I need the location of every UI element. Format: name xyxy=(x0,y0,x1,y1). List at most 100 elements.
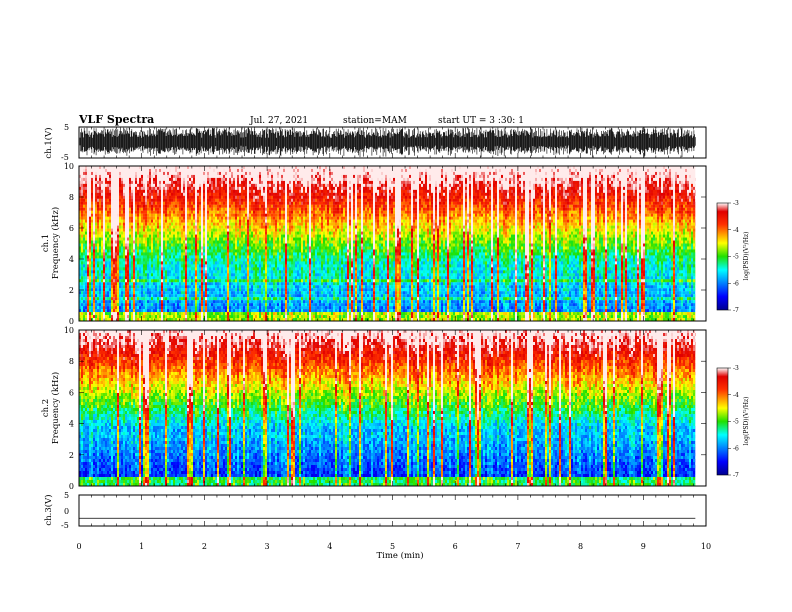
spectrogram-cell xyxy=(221,273,223,277)
spectrogram-cell xyxy=(103,261,105,265)
spectrogram-cell xyxy=(85,183,87,188)
spectrogram-cell xyxy=(211,177,213,182)
spectrogram-cell xyxy=(175,285,177,289)
spectrogram-cell xyxy=(109,231,111,235)
spectrogram-cell xyxy=(265,237,267,241)
spectrogram-cell xyxy=(157,309,159,313)
spectrogram-cell xyxy=(199,303,201,307)
spectrogram-cell xyxy=(151,291,153,295)
spectrogram-cell xyxy=(253,294,255,298)
spectrogram-cell xyxy=(257,180,259,185)
spectrogram-cell xyxy=(85,297,87,301)
spectrogram-cell xyxy=(249,207,251,211)
spectrogram-cell xyxy=(233,261,235,265)
spectrogram-cell xyxy=(149,252,151,256)
spectrogram-cell xyxy=(253,291,255,295)
spectrogram-cell xyxy=(147,258,149,262)
spectrogram-cell xyxy=(247,207,249,211)
spectrogram-cell xyxy=(93,228,95,232)
spectrogram-cell xyxy=(231,309,233,313)
spectrogram-cell xyxy=(217,186,219,190)
spectrogram-cell xyxy=(81,174,83,179)
spectrogram-cell xyxy=(133,234,135,238)
spectrogram-cell xyxy=(255,228,257,232)
spectrogram-cell xyxy=(141,294,143,298)
spectrogram-cell xyxy=(193,183,195,188)
spectrogram-cell xyxy=(83,195,85,199)
spectrogram-cell xyxy=(195,300,197,304)
spectrogram-cell xyxy=(103,294,105,298)
spectrogram-cell xyxy=(95,276,97,280)
spectrogram-cell xyxy=(195,282,197,286)
spectrogram-cell xyxy=(165,210,167,214)
spectrogram-cell xyxy=(237,306,239,310)
spectrogram-cell xyxy=(213,282,215,286)
spectrogram-cell xyxy=(205,273,207,277)
spectrogram-cell xyxy=(229,291,231,295)
spectrogram-cell xyxy=(251,240,253,244)
spectrogram-cell xyxy=(225,225,227,229)
spectrogram-cell xyxy=(259,309,261,313)
spectrogram-cell xyxy=(201,240,203,244)
spectrogram-cell xyxy=(83,252,85,256)
spectrogram-cell xyxy=(225,270,227,274)
spectrogram-cell xyxy=(245,249,247,253)
spectrogram-cell xyxy=(237,234,239,238)
spectrogram-cell xyxy=(213,264,215,268)
spectrogram-cell xyxy=(171,306,173,310)
spectrogram-cell xyxy=(177,273,179,277)
spectrogram-cell xyxy=(87,279,89,283)
spectrogram-cell xyxy=(255,297,257,301)
spectrogram-cell xyxy=(97,210,99,214)
spectrogram-cell xyxy=(115,177,117,182)
spectrogram-cell xyxy=(175,192,177,196)
spectrogram-cell xyxy=(113,276,115,280)
spectrogram-cell xyxy=(165,264,167,268)
spectrogram-cell xyxy=(243,180,245,185)
spectrogram-cell xyxy=(187,294,189,298)
spectrogram-cell xyxy=(89,210,91,214)
ch1-ytick-top: 5 xyxy=(64,123,69,132)
spectrogram-cell xyxy=(89,243,91,247)
spectrogram-cell xyxy=(187,237,189,241)
spectrogram-cell xyxy=(123,312,125,316)
spectrogram-cell xyxy=(189,279,191,283)
spectrogram-cell xyxy=(145,219,147,223)
spectrogram-cell xyxy=(111,174,113,179)
spectrogram-cell xyxy=(109,228,111,232)
spectrogram-cell xyxy=(117,252,119,256)
spectrogram-cell xyxy=(169,195,171,199)
spectrogram-cell xyxy=(159,171,161,176)
spectrogram-cell xyxy=(81,315,83,319)
spectrogram-cell xyxy=(133,174,135,179)
spectrogram-cell xyxy=(203,270,205,274)
spectrogram-cell xyxy=(245,210,247,214)
spectrogram-cell xyxy=(211,309,213,313)
spectrogram-cell xyxy=(217,282,219,286)
spectrogram-cell xyxy=(219,207,221,211)
spectrogram-cell xyxy=(171,267,173,271)
spectrogram-cell xyxy=(205,306,207,310)
spectrogram-cell xyxy=(125,315,127,319)
spectrogram-cell xyxy=(173,297,175,301)
spectrogram-cell xyxy=(91,234,93,238)
spectrogram-cell xyxy=(101,285,103,289)
spectrogram-cell xyxy=(131,267,133,271)
spectrogram-cell xyxy=(247,189,249,193)
spectrogram-cell xyxy=(83,303,85,307)
spectrogram-cell xyxy=(187,201,189,205)
spectrogram-cell xyxy=(97,258,99,262)
spectrogram-cell xyxy=(165,177,167,182)
spectrogram-cell xyxy=(125,213,127,217)
spectrogram-cell xyxy=(101,180,103,185)
spectrogram-cell xyxy=(89,192,91,196)
spectrogram-cell xyxy=(245,231,247,235)
spectrogram-cell xyxy=(213,168,215,173)
spectrogram-cell xyxy=(217,207,219,211)
spectrogram-cell xyxy=(115,315,117,319)
spectrogram-cell xyxy=(179,312,181,316)
spectrogram-cell xyxy=(141,198,143,202)
spectrogram-cell xyxy=(169,222,171,226)
spectrogram-cell xyxy=(119,303,121,307)
spectrogram-cell xyxy=(265,201,267,205)
